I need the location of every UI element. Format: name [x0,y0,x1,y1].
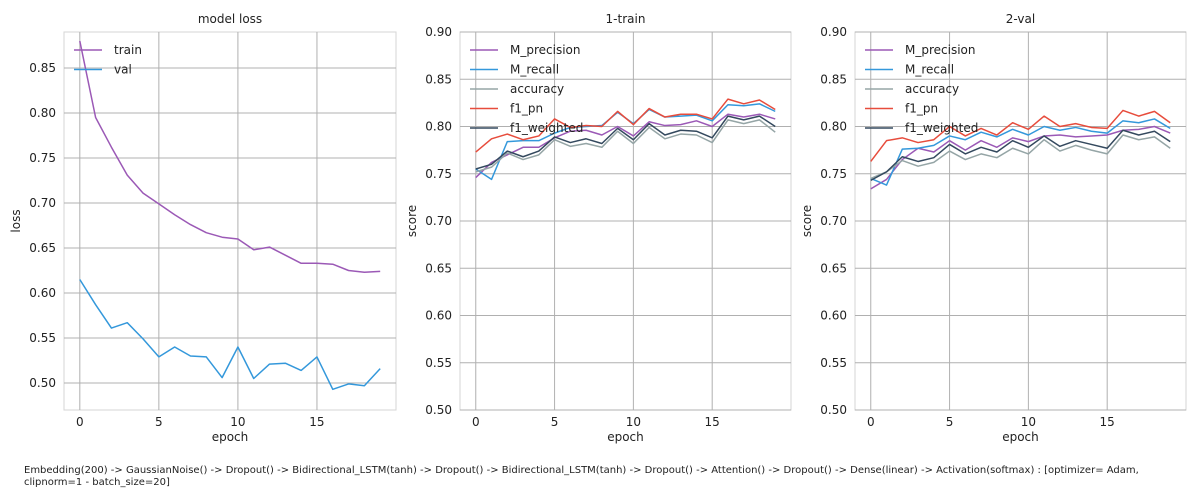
model-caption: Embedding(200) -> GaussianNoise() -> Dro… [24,465,1139,488]
y-tick-label: 0.60 [820,309,847,323]
x-tick-label: 0 [76,415,84,429]
series-line-m-precision [870,125,1171,190]
x-tick-label: 0 [472,415,480,429]
x-tick-label: 15 [705,415,720,429]
legend-label: accuracy [510,82,564,96]
legend-label: f1_weighted [510,121,583,135]
legend-label: M_recall [905,63,954,77]
x-tick-label: 15 [1100,415,1115,429]
y-tick-label: 0.80 [820,120,847,134]
x-tick-label: 10 [1021,415,1036,429]
series-line-val [79,279,381,391]
x-tick-label: 5 [551,415,559,429]
y-tick-label: 0.85 [820,72,847,86]
series-line-m-precision [475,113,776,179]
series-line-accuracy [870,134,1171,180]
x-tick-label: 5 [155,415,163,429]
legend: train val [74,43,142,77]
series-line-f1-pn [475,98,776,153]
x-tick-label: 15 [309,415,324,429]
y-tick-label: 0.50 [425,403,452,417]
y-tick-label: 0.90 [820,25,847,39]
y-tick-label: 0.70 [820,214,847,228]
y-tick-label: 0.80 [29,106,56,120]
y-tick-label: 0.75 [820,167,847,181]
y-tick-label: 0.50 [820,403,847,417]
series-line-accuracy [475,119,776,173]
x-tick-label: 0 [867,415,875,429]
legend-label: f1_weighted [905,121,978,135]
y-tick-label: 0.85 [425,72,452,86]
legend-label: M_recall [510,63,559,77]
y-tick-label: 0.65 [425,261,452,275]
chart-panel-1: 0 5 10 15 0.50 0.55 0.60 0.65 0.70 0.75 0.80 0.85 mo… [9,12,397,444]
y-tick-label: 0.65 [29,241,56,255]
x-axis-label: epoch [607,430,644,444]
y-tick-label: 0.70 [29,196,56,210]
series-line-m-recall [870,118,1171,186]
y-axis-label: score [800,205,814,237]
y-tick-label: 0.55 [425,356,452,370]
series-line-train [79,40,381,274]
legend-label: f1_pn [510,102,543,116]
y-tick-label: 0.55 [820,356,847,370]
y-tick-label: 0.60 [29,286,56,300]
y-tick-label: 0.85 [29,61,56,75]
y-tick-label: 0.50 [29,376,56,390]
legend-label: M_precision [905,43,976,57]
x-axis-label: epoch [1002,430,1039,444]
y-tick-label: 0.90 [425,25,452,39]
x-tick-label: 10 [626,415,641,429]
y-axis-label: score [405,205,419,237]
y-tick-label: 0.60 [425,309,452,323]
x-tick-label: 10 [230,415,245,429]
legend-label: train [114,43,142,57]
y-tick-label: 0.75 [425,167,452,181]
x-axis-label: epoch [212,430,249,444]
chart-title: 2-val [1006,12,1035,26]
series-line-f1-pn [870,109,1171,162]
chart-title: 1-train [606,12,646,26]
legend-label: accuracy [905,82,959,96]
y-tick-label: 0.75 [29,151,56,165]
series-line-f1-weighted [870,129,1171,182]
chart-panel-3: 0 5 10 15 0.50 0.55 0.60 0.65 0.70 0.75 0.80 0.85 0.… [800,12,1187,444]
plot-area [63,31,397,411]
y-tick-label: 0.65 [820,261,847,275]
legend-label: f1_pn [905,102,938,116]
x-tick-label: 5 [946,415,954,429]
legend-label: val [114,63,132,77]
chart-title: model loss [198,12,262,26]
legend-label: M_precision [510,43,581,57]
series-line-f1-weighted [475,115,776,170]
y-tick-label: 0.70 [425,214,452,228]
chart-panel-2: 0 5 10 15 0.50 0.55 0.60 0.65 0.70 0.75 0.80 0.85 0.… [405,12,792,444]
legend: M_precision M_recall accuracy f1_pn f1_weigh… [865,43,978,135]
legend: M_precision M_recall accuracy f1_pn f1_weigh… [470,43,583,135]
y-tick-label: 0.80 [425,120,452,134]
y-tick-label: 0.55 [29,331,56,345]
y-axis-label: loss [9,209,23,232]
